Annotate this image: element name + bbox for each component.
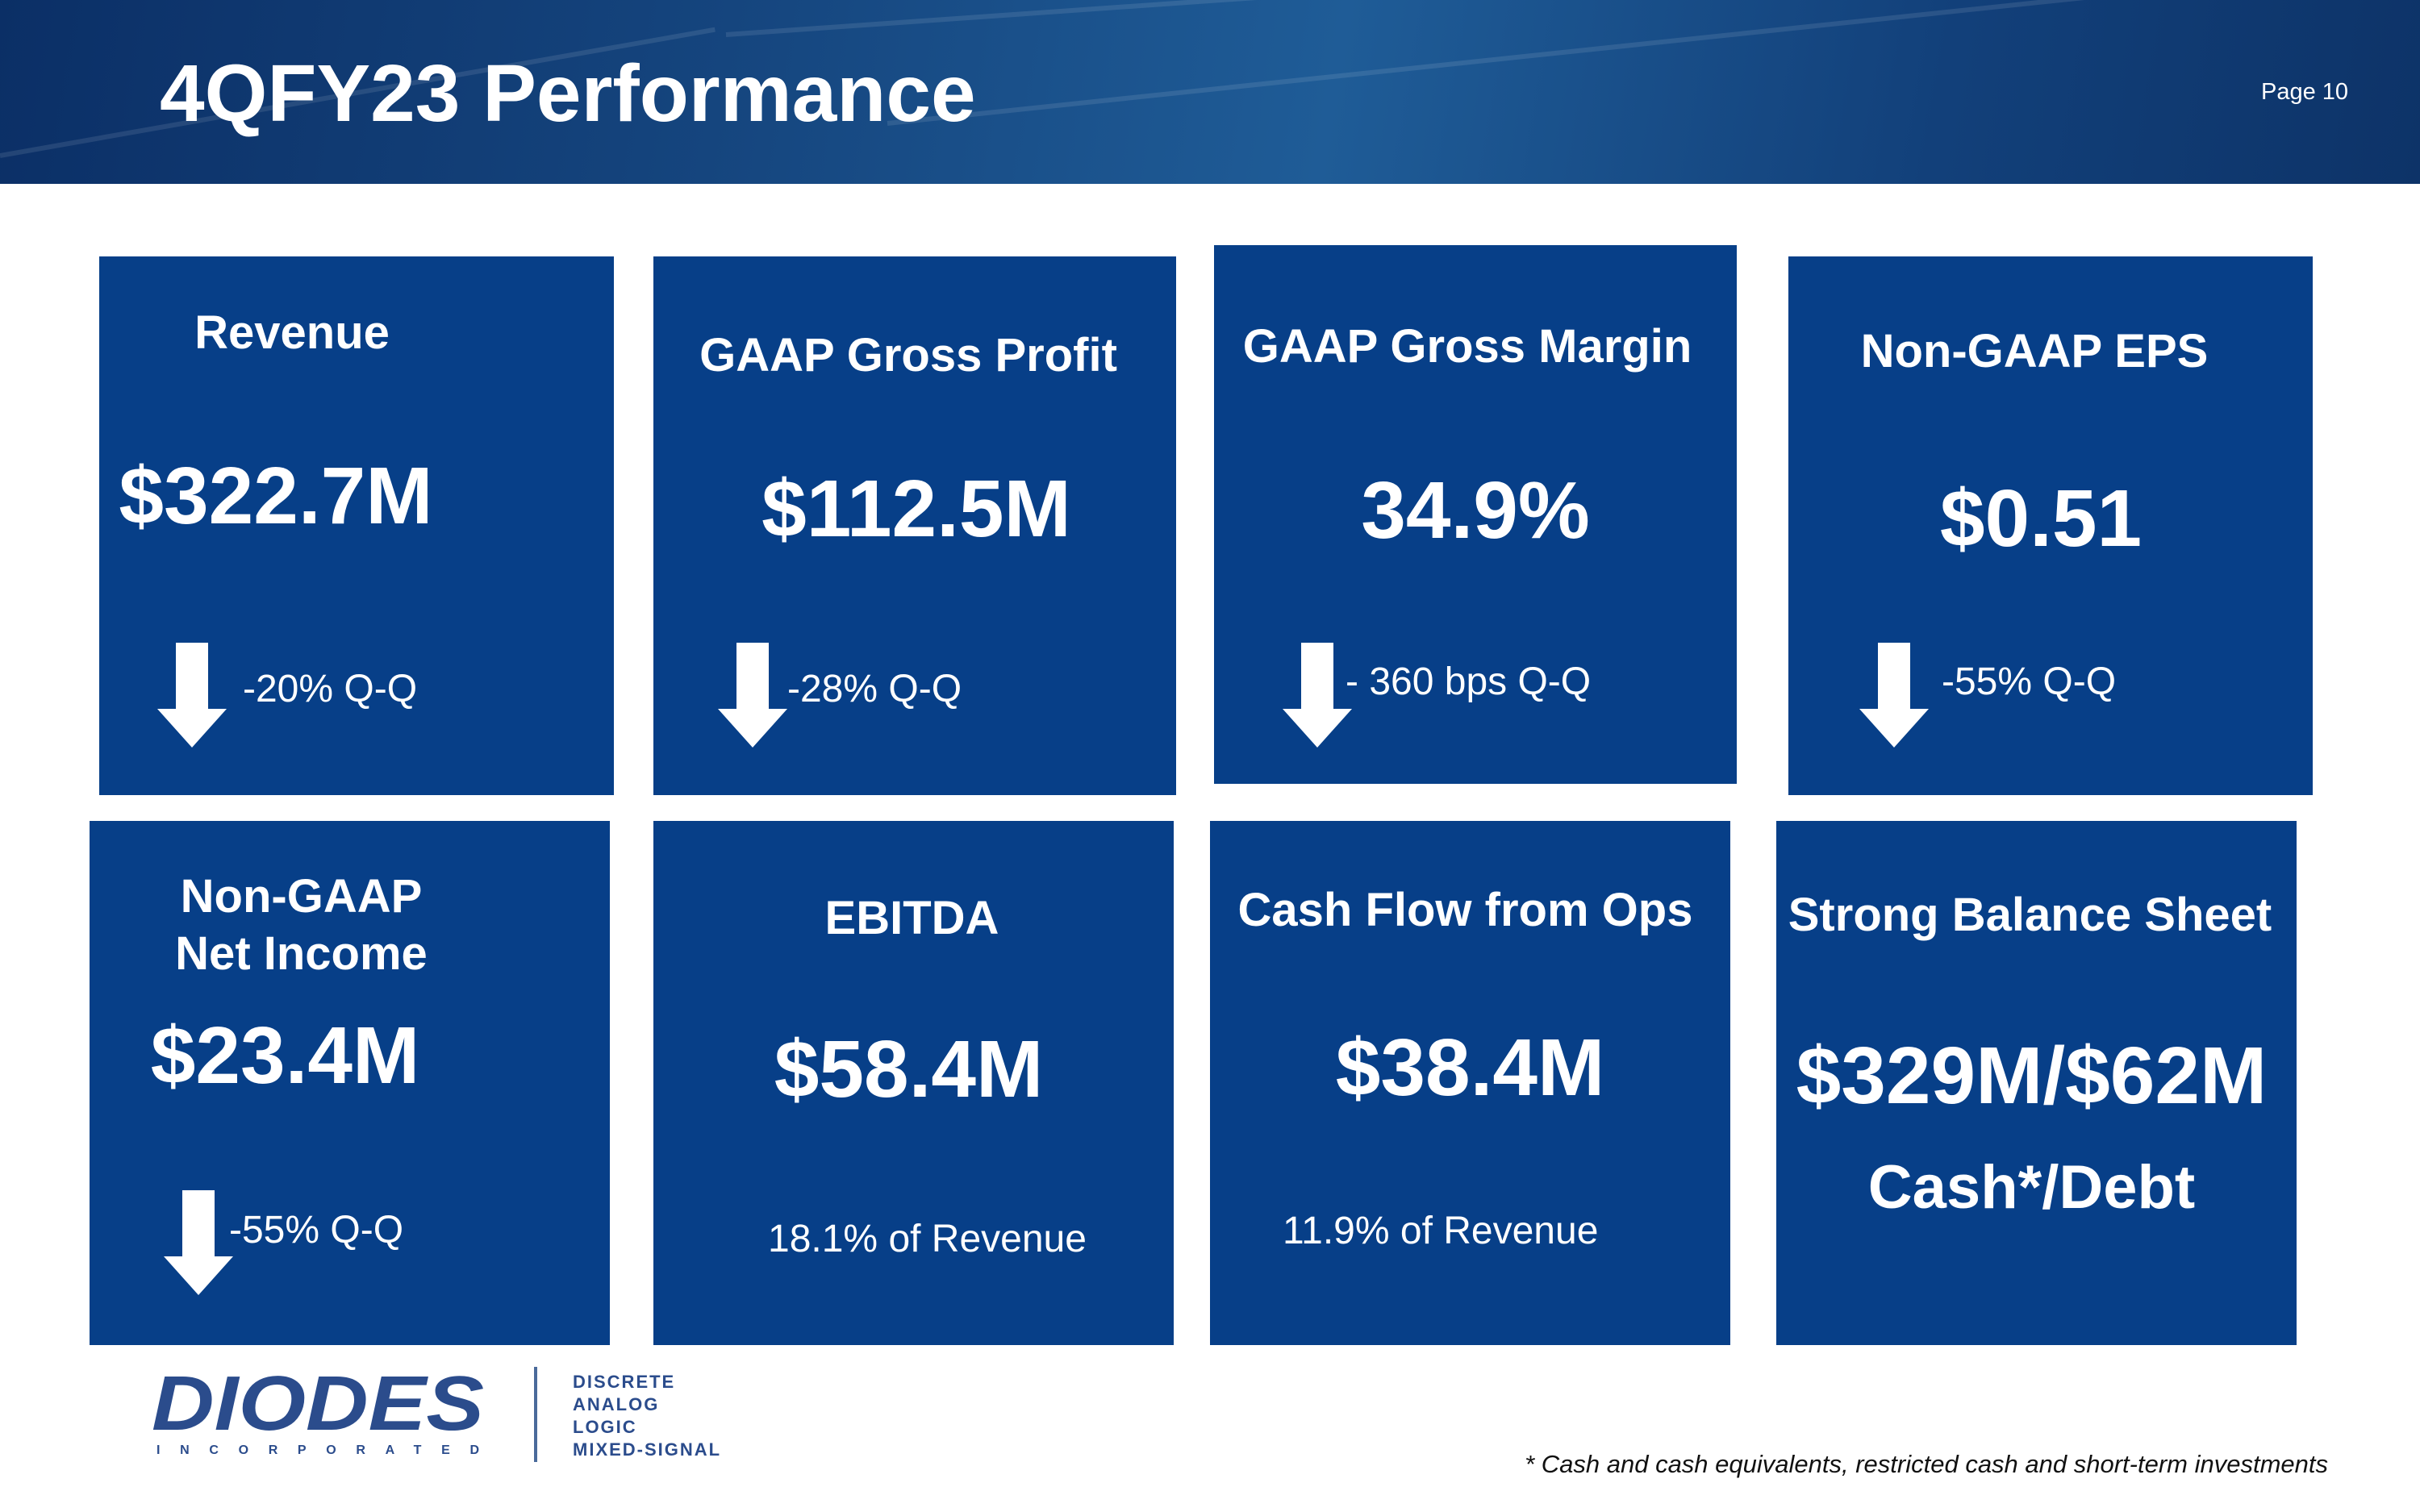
card-change: - 360 bps Q-Q — [1346, 660, 1592, 703]
logo-line: ANALOG — [573, 1394, 660, 1414]
banner-streak — [725, 0, 1853, 37]
card-title: Strong Balance Sheet — [1788, 889, 2272, 941]
card-change: -55% Q-Q — [229, 1209, 404, 1252]
card-change: -20% Q-Q — [243, 668, 418, 710]
card-change: -55% Q-Q — [1942, 660, 2117, 703]
card-value: $23.4M — [150, 1010, 420, 1101]
card-revenue: Revenue $322.7M -20% Q-Q — [99, 256, 614, 795]
logo-line: DISCRETE — [573, 1372, 676, 1392]
card-gaap-gross-profit: GAAP Gross Profit $112.5M -28% Q-Q — [653, 256, 1176, 795]
card-title: EBITDA — [824, 892, 999, 944]
page-title: 4QFY23 Performance — [160, 48, 976, 139]
card-note: Cash*/Debt — [1867, 1153, 2196, 1222]
arrow-down-icon — [157, 643, 227, 748]
card-strong-balance-sheet: Strong Balance Sheet $329M/$62M Cash*/De… — [1776, 821, 2297, 1345]
logo-line: LOGIC — [573, 1417, 637, 1437]
page-number: Page 10 — [2261, 79, 2349, 105]
card-non-gaap-net-income: Non-GAAP Net Income $23.4M -55% Q-Q — [90, 821, 610, 1345]
banner-streak — [887, 0, 2172, 126]
arrow-down-icon — [1859, 643, 1929, 748]
arrow-down-icon — [718, 643, 787, 748]
header-banner: 4QFY23 Performance Page 10 — [0, 0, 2420, 184]
card-note: 11.9% of Revenue — [1283, 1210, 1599, 1252]
logo-divider — [534, 1367, 537, 1462]
card-title-line2: Net Income — [175, 927, 428, 980]
card-value: $112.5M — [761, 464, 1071, 554]
card-title: GAAP Gross Profit — [699, 329, 1117, 381]
card-cash-flow-from-ops: Cash Flow from Ops $38.4M 11.9% of Reven… — [1210, 821, 1730, 1345]
logo-line: MIXED-SIGNAL — [573, 1439, 722, 1460]
card-ebitda: EBITDA $58.4M 18.1% of Revenue — [653, 821, 1174, 1345]
card-change: -28% Q-Q — [787, 668, 962, 710]
logo-tagline: DISCRETE ANALOG LOGIC MIXED-SIGNAL — [573, 1371, 721, 1461]
card-title: GAAP Gross Margin — [1242, 320, 1692, 373]
card-value: $0.51 — [1939, 473, 2143, 564]
card-value: $38.4M — [1335, 1023, 1605, 1113]
logo-wordmark: DIODES — [152, 1368, 484, 1447]
card-value: 34.9% — [1361, 465, 1590, 556]
card-note: 18.1% of Revenue — [768, 1218, 1087, 1260]
card-non-gaap-eps: Non-GAAP EPS $0.51 -55% Q-Q — [1788, 256, 2313, 795]
card-value: $58.4M — [774, 1024, 1044, 1114]
arrow-down-icon — [1283, 643, 1352, 748]
card-title: Non-GAAP EPS — [1860, 325, 2209, 377]
footnote: * Cash and cash equivalents, restricted … — [1525, 1450, 2328, 1478]
arrow-down-icon — [164, 1190, 233, 1295]
card-title: Revenue — [194, 306, 390, 359]
card-gaap-gross-margin: GAAP Gross Margin 34.9% - 360 bps Q-Q — [1214, 245, 1737, 784]
diodes-logo: DIODES INCORPORATED — [152, 1368, 484, 1457]
card-title: Cash Flow from Ops — [1237, 884, 1693, 936]
card-title-line1: Non-GAAP — [180, 870, 423, 923]
card-value: $322.7M — [119, 451, 433, 541]
card-value: $329M/$62M — [1796, 1031, 2268, 1121]
